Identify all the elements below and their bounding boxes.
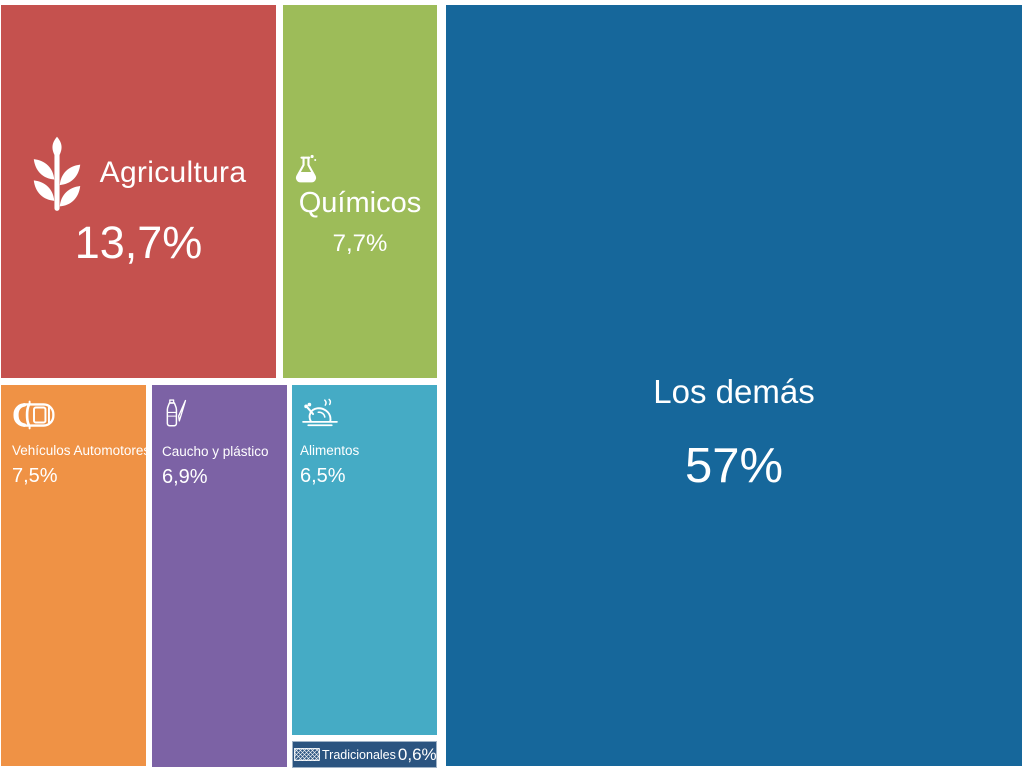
- tile-value: 6,9%: [162, 466, 208, 488]
- food-icon: [300, 398, 340, 430]
- tile-value: 6,5%: [300, 465, 346, 487]
- tile-label: Alimentos: [300, 443, 360, 458]
- treemap-tile-agricultura[interactable]: Agricultura 13,7%: [1, 5, 276, 378]
- wheat-icon: [31, 135, 83, 211]
- tile-label: Los demás: [653, 373, 815, 410]
- treemap-tile-tradicionales[interactable]: Tradicionales 0,6%: [292, 741, 437, 768]
- textile-icon: [294, 748, 320, 761]
- car-icon: [12, 400, 56, 430]
- tile-value: 0,6%: [397, 744, 437, 764]
- flask-icon: [292, 154, 320, 185]
- tile-label: Agricultura: [99, 155, 247, 189]
- treemap-tile-los-demas[interactable]: Los demás 57%: [446, 5, 1022, 766]
- tile-label: Tradicionales: [322, 747, 396, 762]
- tile-value: 7,5%: [12, 465, 58, 487]
- tile-value: 13,7%: [74, 216, 203, 268]
- tile-label: Vehículos Automotores: [12, 443, 146, 458]
- treemap-tile-vehiculos-automotores[interactable]: Vehículos Automotores 7,5%: [1, 385, 146, 766]
- tile-label: Químicos: [298, 186, 422, 219]
- tile-label: Caucho y plástico: [162, 444, 269, 459]
- tile-value: 57%: [684, 439, 784, 493]
- treemap-tile-alimentos[interactable]: Alimentos 6,5%: [292, 385, 437, 735]
- treemap-tile-quimicos[interactable]: Químicos 7,7%: [283, 5, 437, 378]
- tile-value: 7,7%: [332, 229, 388, 257]
- bottle-pen-icon: [162, 398, 190, 431]
- treemap-tile-caucho-y-plastico[interactable]: Caucho y plástico 6,9%: [152, 385, 287, 767]
